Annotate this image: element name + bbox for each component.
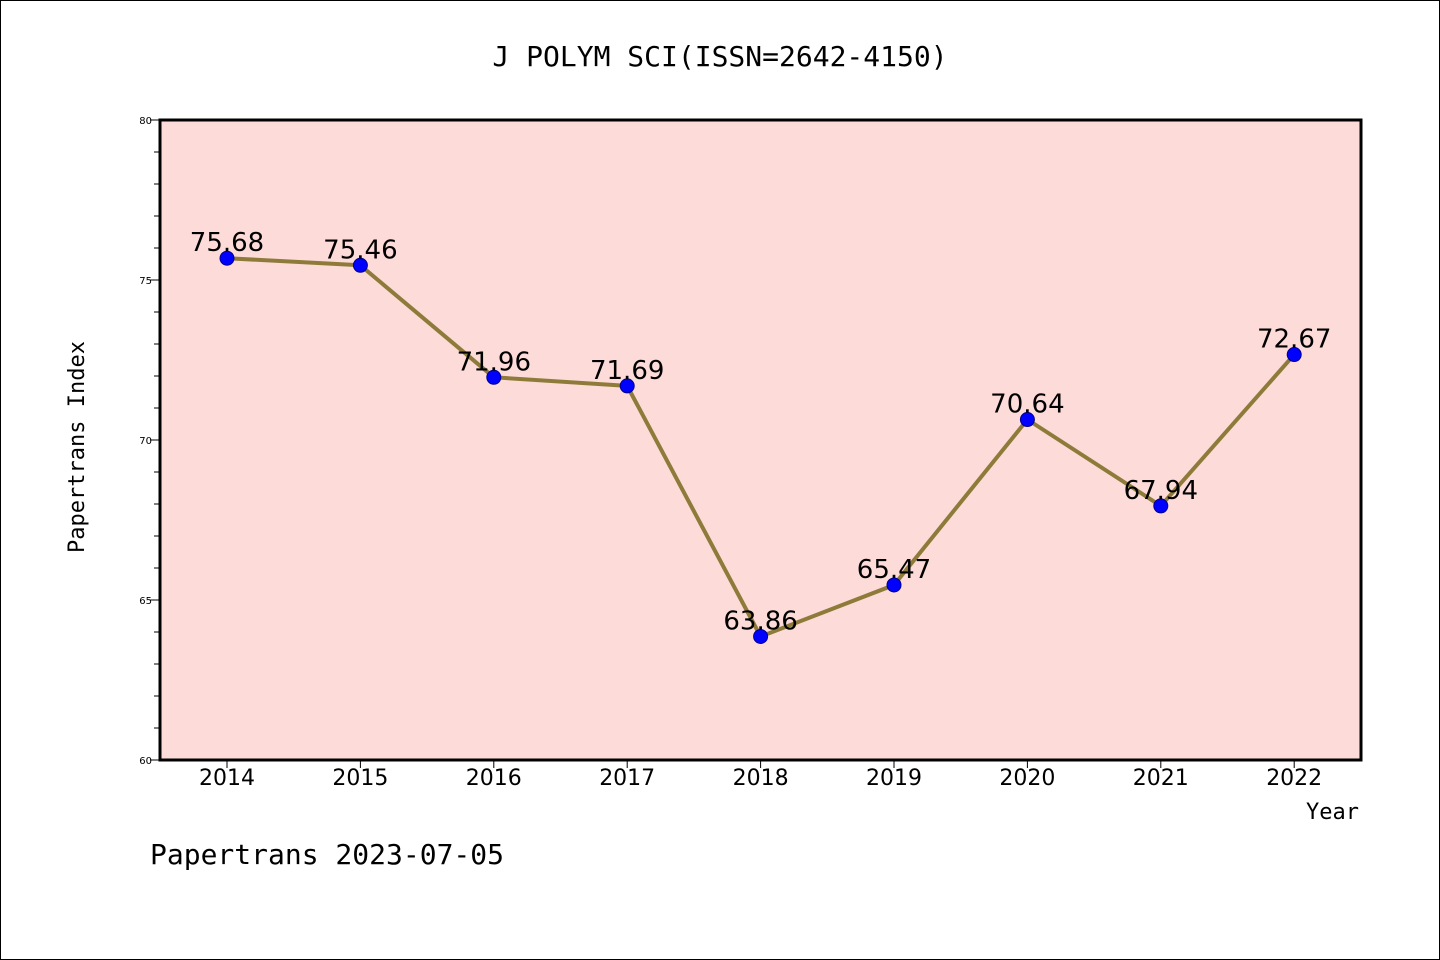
- data-point: [1153, 498, 1169, 514]
- data-label: 70.64: [990, 390, 1064, 420]
- data-labels: 75.68 75.46 71.96 71.69 63.86 65.47 70.64 67.94…: [190, 228, 1332, 636]
- x-axis: 2014 2015 2016 2017 2018 2019 2020 2021 2022: [199, 760, 1322, 791]
- y-tick-label: 70: [139, 436, 152, 447]
- x-tick-label: 2020: [999, 766, 1055, 791]
- x-tick-label: 2014: [199, 766, 255, 791]
- data-label: 72.67: [1257, 325, 1331, 355]
- data-label: 67.94: [1124, 476, 1198, 506]
- data-label: 71.69: [590, 356, 664, 386]
- x-axis-label: Year: [1306, 800, 1359, 825]
- plot-area: [160, 120, 1361, 760]
- x-tick-label: 2018: [733, 766, 789, 791]
- x-tick-label: 2021: [1133, 766, 1189, 791]
- data-point: [219, 250, 235, 266]
- y-tick-label: 75: [139, 276, 152, 287]
- x-tick-label: 2019: [866, 766, 922, 791]
- y-tick-label: 65: [139, 596, 152, 607]
- data-label: 75.46: [323, 235, 397, 265]
- y-axis: 60 65 70 75 80: [139, 116, 161, 767]
- data-point: [886, 577, 902, 593]
- x-tick-label: 2015: [332, 766, 388, 791]
- data-label: 71.96: [457, 347, 531, 377]
- footer-text: Papertrans 2023-07-05: [150, 838, 504, 871]
- series-markers: [219, 250, 1302, 644]
- chart-title: J POLYM SCI(ISSN=2642-4150): [492, 40, 947, 73]
- x-tick-label: 2022: [1266, 766, 1322, 791]
- x-tick-label: 2017: [599, 766, 655, 791]
- data-label: 75.68: [190, 228, 264, 258]
- data-point: [619, 378, 635, 394]
- x-tick-label: 2016: [466, 766, 522, 791]
- data-label: 63.86: [723, 606, 797, 636]
- data-point: [753, 628, 769, 644]
- y-axis-label: Papertrans Index: [65, 341, 90, 553]
- data-point: [1286, 347, 1302, 363]
- plot-border: [158, 118, 1363, 762]
- data-point: [1019, 412, 1035, 428]
- data-point: [486, 369, 502, 385]
- data-point: [352, 257, 368, 273]
- data-label: 65.47: [857, 555, 931, 585]
- y-tick-label: 80: [139, 116, 152, 127]
- y-tick-label: 60: [139, 756, 152, 767]
